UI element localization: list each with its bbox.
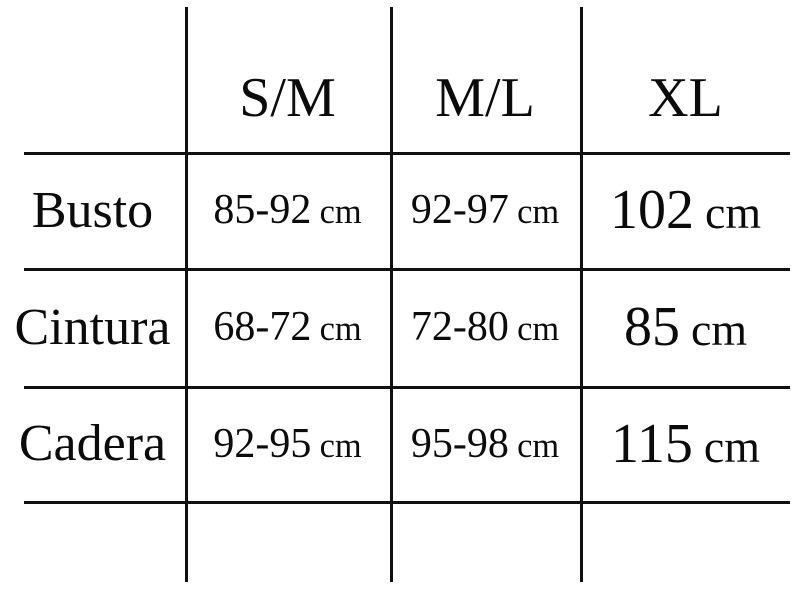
measurement: 95-98 cm — [411, 420, 559, 468]
measurement-unit: cm — [319, 310, 362, 348]
row-divider-2 — [24, 268, 790, 271]
row-divider-1 — [24, 152, 790, 155]
measurement-unit: cm — [319, 426, 362, 465]
measurement-value: 102 — [609, 179, 694, 241]
measurement-unit: cm — [704, 187, 762, 238]
cell-busto-ml: 92-97 cm — [390, 152, 580, 268]
header-corner-cell — [0, 7, 185, 152]
measurement-unit: cm — [517, 310, 560, 348]
column-divider-3 — [580, 7, 583, 582]
row-divider-4 — [24, 501, 790, 504]
measurement-value: 85-92 — [213, 187, 312, 233]
cell-cintura-ml: 72-80 cm — [390, 268, 580, 386]
measurement: 72-80 cm — [411, 303, 559, 351]
measurement-unit: cm — [703, 420, 761, 472]
measurement-unit: cm — [319, 193, 362, 231]
measurement-value: 92-95 — [213, 420, 312, 467]
measurement-unit: cm — [517, 426, 560, 465]
measurement-value: 85 — [623, 296, 680, 358]
cell-cadera-xl: 115 cm — [580, 386, 791, 501]
cell-cadera-sm: 92-95 cm — [185, 386, 390, 501]
cell-cintura-xl: 85 cm — [580, 268, 791, 386]
measurement-value: 95-98 — [410, 420, 509, 467]
measurement-value: 92-97 — [410, 187, 509, 233]
cell-busto-xl: 102 cm — [580, 152, 791, 268]
measurement: 85-92 cm — [213, 186, 361, 234]
cell-cintura-sm: 68-72 cm — [185, 268, 390, 386]
empty-bottom-row — [0, 501, 791, 582]
measurement: 68-72 cm — [213, 303, 361, 351]
cell-cadera-ml: 95-98 cm — [390, 386, 580, 501]
cell-busto-sm: 85-92 cm — [185, 152, 390, 268]
row-divider-3 — [24, 386, 790, 389]
measurement-unit: cm — [690, 304, 748, 355]
measurement: 102 cm — [610, 178, 761, 242]
measurement-value: 115 — [610, 412, 693, 475]
measurement-value: 72-80 — [410, 304, 509, 350]
measurement: 115 cm — [611, 412, 760, 476]
column-divider-1 — [185, 7, 188, 582]
measurement: 92-95 cm — [213, 420, 361, 468]
column-header-xl: XL — [648, 66, 723, 129]
measurement: 92-97 cm — [411, 186, 559, 234]
column-header-ml: M/L — [435, 66, 535, 129]
column-divider-2 — [390, 7, 393, 582]
column-header-sm: S/M — [239, 66, 336, 129]
measurement-value: 68-72 — [213, 304, 312, 350]
row-label-busto: Busto — [31, 181, 154, 239]
measurement-unit: cm — [517, 193, 560, 231]
row-label-cadera: Cadera — [18, 415, 167, 472]
measurement: 85 cm — [624, 295, 747, 359]
row-label-cintura: Cintura — [14, 298, 171, 356]
